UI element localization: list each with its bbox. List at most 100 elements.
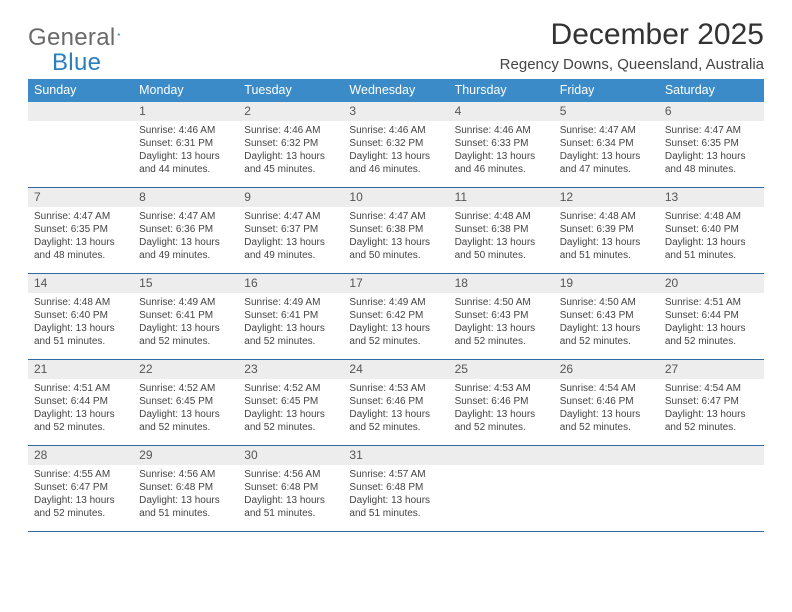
sunrise-line: Sunrise: 4:47 AM xyxy=(560,124,653,137)
day-cell: 18Sunrise: 4:50 AMSunset: 6:43 PMDayligh… xyxy=(449,274,554,360)
daylight-line: Daylight: 13 hours and 52 minutes. xyxy=(244,322,337,348)
daylight-line: Daylight: 13 hours and 52 minutes. xyxy=(665,408,758,434)
day-cell-body: Sunrise: 4:47 AMSunset: 6:37 PMDaylight:… xyxy=(238,207,343,262)
sunrise-line: Sunrise: 4:47 AM xyxy=(665,124,758,137)
daylight-line: Daylight: 13 hours and 52 minutes. xyxy=(560,322,653,348)
sunset-line: Sunset: 6:48 PM xyxy=(139,481,232,494)
day-cell-body: Sunrise: 4:46 AMSunset: 6:31 PMDaylight:… xyxy=(133,121,238,176)
day-cell: 9Sunrise: 4:47 AMSunset: 6:37 PMDaylight… xyxy=(238,188,343,274)
day-number: 9 xyxy=(238,188,343,207)
day-number: 25 xyxy=(449,360,554,379)
day-cell-body: Sunrise: 4:47 AMSunset: 6:35 PMDaylight:… xyxy=(28,207,133,262)
sunset-line: Sunset: 6:46 PM xyxy=(349,395,442,408)
day-header: Friday xyxy=(554,79,659,102)
sunrise-line: Sunrise: 4:48 AM xyxy=(560,210,653,223)
day-cell: 28Sunrise: 4:55 AMSunset: 6:47 PMDayligh… xyxy=(28,446,133,532)
day-cell: 8Sunrise: 4:47 AMSunset: 6:36 PMDaylight… xyxy=(133,188,238,274)
week-row: 1Sunrise: 4:46 AMSunset: 6:31 PMDaylight… xyxy=(28,102,764,188)
sunrise-line: Sunrise: 4:53 AM xyxy=(349,382,442,395)
sunset-line: Sunset: 6:48 PM xyxy=(349,481,442,494)
daylight-line: Daylight: 13 hours and 52 minutes. xyxy=(455,408,548,434)
day-number: 29 xyxy=(133,446,238,465)
day-cell-body: Sunrise: 4:48 AMSunset: 6:40 PMDaylight:… xyxy=(28,293,133,348)
sunrise-line: Sunrise: 4:50 AM xyxy=(455,296,548,309)
day-cell-body: Sunrise: 4:52 AMSunset: 6:45 PMDaylight:… xyxy=(133,379,238,434)
day-number: 26 xyxy=(554,360,659,379)
sunrise-line: Sunrise: 4:48 AM xyxy=(34,296,127,309)
day-number: 6 xyxy=(659,102,764,121)
day-cell: 25Sunrise: 4:53 AMSunset: 6:46 PMDayligh… xyxy=(449,360,554,446)
sunrise-line: Sunrise: 4:51 AM xyxy=(665,296,758,309)
day-number: 24 xyxy=(343,360,448,379)
daylight-line: Daylight: 13 hours and 46 minutes. xyxy=(349,150,442,176)
day-cell-body: Sunrise: 4:47 AMSunset: 6:35 PMDaylight:… xyxy=(659,121,764,176)
day-cell xyxy=(449,446,554,532)
daylight-line: Daylight: 13 hours and 52 minutes. xyxy=(139,408,232,434)
week-row: 21Sunrise: 4:51 AMSunset: 6:44 PMDayligh… xyxy=(28,360,764,446)
sunrise-line: Sunrise: 4:53 AM xyxy=(455,382,548,395)
daylight-line: Daylight: 13 hours and 52 minutes. xyxy=(34,494,127,520)
day-number: 13 xyxy=(659,188,764,207)
sunrise-line: Sunrise: 4:57 AM xyxy=(349,468,442,481)
day-cell-body xyxy=(28,121,133,124)
sunset-line: Sunset: 6:34 PM xyxy=(560,137,653,150)
sunset-line: Sunset: 6:38 PM xyxy=(455,223,548,236)
day-number: 7 xyxy=(28,188,133,207)
daylight-line: Daylight: 13 hours and 48 minutes. xyxy=(665,150,758,176)
sunset-line: Sunset: 6:42 PM xyxy=(349,309,442,322)
sunrise-line: Sunrise: 4:54 AM xyxy=(560,382,653,395)
day-cell-body xyxy=(659,465,764,468)
day-cell: 29Sunrise: 4:56 AMSunset: 6:48 PMDayligh… xyxy=(133,446,238,532)
sunrise-line: Sunrise: 4:49 AM xyxy=(244,296,337,309)
day-cell: 23Sunrise: 4:52 AMSunset: 6:45 PMDayligh… xyxy=(238,360,343,446)
sunset-line: Sunset: 6:45 PM xyxy=(244,395,337,408)
daylight-line: Daylight: 13 hours and 48 minutes. xyxy=(34,236,127,262)
day-number: 12 xyxy=(554,188,659,207)
day-cell-body: Sunrise: 4:48 AMSunset: 6:38 PMDaylight:… xyxy=(449,207,554,262)
day-cell: 21Sunrise: 4:51 AMSunset: 6:44 PMDayligh… xyxy=(28,360,133,446)
daylight-line: Daylight: 13 hours and 49 minutes. xyxy=(244,236,337,262)
daylight-line: Daylight: 13 hours and 52 minutes. xyxy=(455,322,548,348)
daylight-line: Daylight: 13 hours and 52 minutes. xyxy=(139,322,232,348)
sunrise-line: Sunrise: 4:46 AM xyxy=(139,124,232,137)
day-header-row: Sunday Monday Tuesday Wednesday Thursday… xyxy=(28,79,764,102)
sunset-line: Sunset: 6:41 PM xyxy=(244,309,337,322)
sunset-line: Sunset: 6:31 PM xyxy=(139,137,232,150)
day-cell: 14Sunrise: 4:48 AMSunset: 6:40 PMDayligh… xyxy=(28,274,133,360)
sunset-line: Sunset: 6:37 PM xyxy=(244,223,337,236)
daylight-line: Daylight: 13 hours and 52 minutes. xyxy=(349,408,442,434)
day-number: 18 xyxy=(449,274,554,293)
day-cell: 13Sunrise: 4:48 AMSunset: 6:40 PMDayligh… xyxy=(659,188,764,274)
sunset-line: Sunset: 6:35 PM xyxy=(665,137,758,150)
day-number xyxy=(554,446,659,465)
sunrise-line: Sunrise: 4:46 AM xyxy=(244,124,337,137)
day-cell-body: Sunrise: 4:48 AMSunset: 6:40 PMDaylight:… xyxy=(659,207,764,262)
day-cell: 15Sunrise: 4:49 AMSunset: 6:41 PMDayligh… xyxy=(133,274,238,360)
location: Regency Downs, Queensland, Australia xyxy=(500,56,764,73)
sunset-line: Sunset: 6:40 PM xyxy=(34,309,127,322)
day-cell: 19Sunrise: 4:50 AMSunset: 6:43 PMDayligh… xyxy=(554,274,659,360)
day-number: 17 xyxy=(343,274,448,293)
day-cell-body: Sunrise: 4:57 AMSunset: 6:48 PMDaylight:… xyxy=(343,465,448,520)
day-cell-body: Sunrise: 4:51 AMSunset: 6:44 PMDaylight:… xyxy=(659,293,764,348)
day-number: 31 xyxy=(343,446,448,465)
sunrise-line: Sunrise: 4:48 AM xyxy=(665,210,758,223)
day-number: 3 xyxy=(343,102,448,121)
day-cell: 11Sunrise: 4:48 AMSunset: 6:38 PMDayligh… xyxy=(449,188,554,274)
sunset-line: Sunset: 6:43 PM xyxy=(560,309,653,322)
sunrise-line: Sunrise: 4:54 AM xyxy=(665,382,758,395)
sunrise-line: Sunrise: 4:47 AM xyxy=(34,210,127,223)
day-cell-body: Sunrise: 4:51 AMSunset: 6:44 PMDaylight:… xyxy=(28,379,133,434)
daylight-line: Daylight: 13 hours and 50 minutes. xyxy=(455,236,548,262)
day-cell xyxy=(28,102,133,188)
day-number: 16 xyxy=(238,274,343,293)
sunrise-line: Sunrise: 4:51 AM xyxy=(34,382,127,395)
logo-text-general: General xyxy=(28,24,115,52)
day-cell-body: Sunrise: 4:46 AMSunset: 6:32 PMDaylight:… xyxy=(238,121,343,176)
day-header: Wednesday xyxy=(343,79,448,102)
sunrise-line: Sunrise: 4:46 AM xyxy=(349,124,442,137)
logo-text-blue: Blue xyxy=(52,49,101,77)
day-number: 20 xyxy=(659,274,764,293)
sunrise-line: Sunrise: 4:52 AM xyxy=(139,382,232,395)
daylight-line: Daylight: 13 hours and 49 minutes. xyxy=(139,236,232,262)
